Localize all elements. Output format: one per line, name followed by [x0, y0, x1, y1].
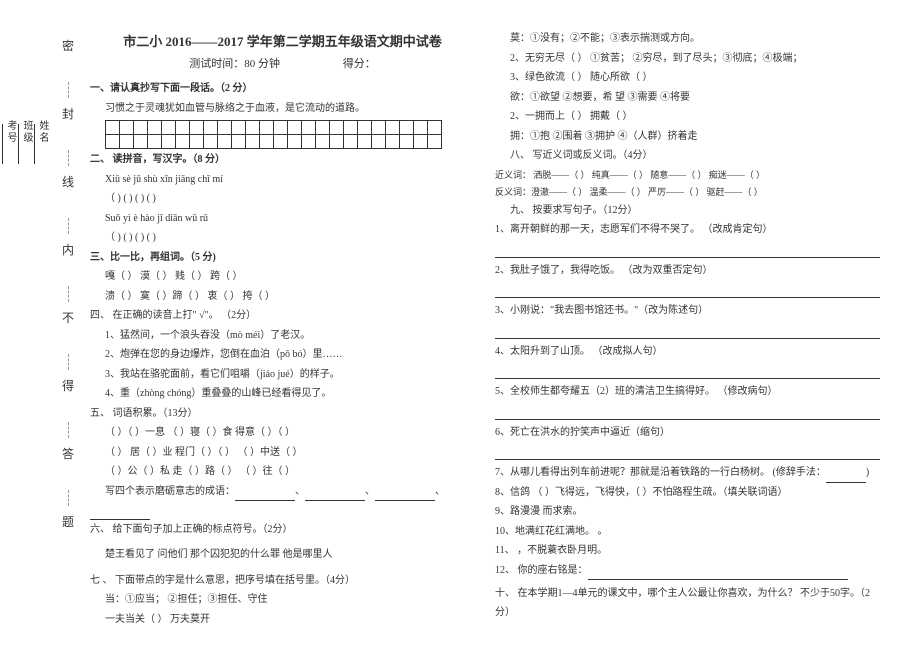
r-line: 拥：①抱 ②围着 ③拥护 ④（人群）挤着走 [495, 128, 880, 147]
field-exam-no: 考号 [3, 120, 18, 144]
r-extra: 10、地满红花红满地。 。 [495, 523, 880, 542]
r-line: 欲：①欲望 ②想要，希 望 ③需要 ④将要 [495, 89, 880, 108]
seal-dash [68, 82, 69, 98]
q9-row: 2、我肚子饿了，我得吃饭。 （改为双重否定句） [495, 262, 880, 281]
blank-line [375, 489, 435, 501]
q2-row: （ ) ( ) ( ) ( ) [90, 229, 475, 248]
q3-row: 嘎（ ） 漠（ ） 贱（ ） 跨（ ） [90, 268, 475, 287]
field-line [34, 124, 35, 164]
q8-head: 八、 写近义词或反义词。（4分） [495, 147, 880, 166]
left-column: 市二小 2016——2017 学年第二学期五年级语文期中试卷 测试时间：80 分… [90, 30, 475, 651]
q9-7-text: 7、从哪儿看得出列车前进呢？那就是沿着铁路的一行白杨树。 (修辞手法： [495, 467, 826, 478]
r-extra: 9、路漫漫 而求索。 [495, 503, 880, 522]
q9-head: 九、 按要求写句子。（12分） [495, 202, 880, 221]
answer-line [495, 244, 880, 258]
seal-char: 题 [62, 516, 74, 528]
q6-line: 楚王看见了 问他们 那个囚犯犯的什么罪 他是哪里人 [90, 546, 475, 565]
blank-line [588, 568, 848, 580]
seal-dash [68, 354, 69, 370]
seal-char: 封 [62, 108, 74, 120]
blank-line [826, 471, 866, 483]
q7-row: 当：①应当； ②担任；③担任、守住 [90, 591, 475, 610]
r-line: 2、一拥而上（ ） 拥戴（ ） [495, 108, 880, 127]
q3-head: 三、比一比，再组词。（5 分) [90, 249, 475, 268]
q5-row: 写四个表示磨砺意志的成语：、、、 [90, 483, 475, 520]
blank-line [305, 489, 365, 501]
q9-row: 7、从哪儿看得出列车前进呢？那就是沿着铁路的一行白杨树。 (修辞手法：) [495, 464, 880, 483]
q5-row: （ ）（ ）一息 （ ）寝（ ）食 得意（ ）（ ） [90, 424, 475, 443]
r-extra: 11、 ，不脱蓑衣卧月明。 [495, 542, 880, 561]
seal-char: 答 [62, 448, 74, 460]
seal-dash [68, 286, 69, 302]
q8-row: 反义词：澄澈——（ ） 温柔——（ ） 严厉——（ ） 驱赶——（ ） [495, 184, 880, 201]
score-label: 得分： [343, 58, 376, 70]
r12-text: 12、 你的座右铭是： [495, 565, 588, 576]
q5-idiom-label: 写四个表示磨砺意志的成语： [105, 486, 235, 497]
seal-char: 内 [62, 244, 74, 256]
seal-char: 得 [62, 380, 74, 392]
copy-grid [105, 120, 442, 149]
q4-head: 四、 在正确的读音上打" √"。 （2分） [90, 307, 475, 326]
field-class: 班级 [19, 120, 34, 144]
q1-head: 一、请认真抄写下面一段话。（2 分） [90, 80, 475, 99]
q5-head: 五、 词语积累。（13分） [90, 405, 475, 424]
blank-line [235, 489, 295, 501]
q2-row: Xiū sè jǔ shù xīn jiāng chī mí [90, 171, 475, 190]
content-area: 市二小 2016——2017 学年第二学期五年级语文期中试卷 测试时间：80 分… [90, 0, 900, 651]
r-extra: 12、 你的座右铭是： [495, 562, 880, 581]
r-line: 莫：①没有；②不能；③表示揣测或方向。 [495, 30, 880, 49]
r11-text: 11、 ，不脱蓑衣卧月明。 [495, 545, 607, 556]
field-line [2, 124, 3, 164]
q2-row: （ ) ( ) ( ) ( ) [90, 190, 475, 209]
q3-row: 溃（ ） 寞（ ）蹄（ ） 衷（ ） 挎（ ） [90, 288, 475, 307]
answer-line [495, 446, 880, 460]
q9-row: 6、死亡在洪水的狞笑声中逼近（缩句） [495, 424, 880, 443]
q6-head: 六、 给下面句子加上正确的标点符号。（2分） [90, 521, 475, 540]
q9-row: 1、离开朝鲜的那一天，志愿军们不得不哭了。 （改成肯定句） [495, 221, 880, 240]
seal-char: 线 [62, 176, 74, 188]
q4-row: 2、炮弹在您的身边爆炸，您倒在血泊（pō bó）里…… [90, 346, 475, 365]
q4-row: 1、猛然间，一个浪头吞没（mò méi）了老汉。 [90, 327, 475, 346]
r-extra: 8、信鸽 （ ）飞得远，飞得快，（ ）不怕路程生疏。（填关联词语） [495, 484, 880, 503]
seal-char: 不 [62, 312, 74, 324]
q9-row: 4、太阳升到了山顶。 （改成拟人句） [495, 343, 880, 362]
field-name: 姓名 [35, 120, 50, 144]
seal-dash [68, 218, 69, 234]
q5-row: （ ）公（ ）私 走（ ）路（ ） （ ）往（ ） [90, 463, 475, 482]
answer-line [495, 406, 880, 420]
answer-line [495, 284, 880, 298]
r9-text: 9、路漫漫 而求索。 [495, 506, 583, 517]
q2-head: 二、 读拼音，写汉字。（8 分） [90, 151, 475, 170]
seal-dash [68, 490, 69, 506]
q2-row: Suǒ yì è hào jǐ diān wū rǔ [90, 210, 475, 229]
r-line: 3、绿色欲流（ ） 随心所欲（ ） [495, 69, 880, 88]
exam-subtitle: 测试时间：80 分钟 得分： [90, 54, 475, 74]
blank-line [90, 508, 150, 520]
seal-char: 密 [62, 40, 74, 52]
r10-text: 10、地满红花红满地。 。 [495, 526, 608, 537]
exam-title: 市二小 2016——2017 学年第二学期五年级语文期中试卷 [90, 30, 475, 54]
q5-row: （ ） 居（ ）业 程门（ ）（ ） （ ）中送（ ） [90, 444, 475, 463]
r-line: 2、无穷无尽（ ） ①贫苦； ②穷尽，到了尽头；③彻底；④极端； [495, 50, 880, 69]
answer-line [495, 325, 880, 339]
q4-row: 4、重（zhòng chóng）重叠叠的山峰已经看得见了。 [90, 385, 475, 404]
right-column: 莫：①没有；②不能；③表示揣测或方向。 2、无穷无尽（ ） ①贫苦； ②穷尽，到… [495, 30, 880, 651]
seal-line-label: 密 封 线 内 不 得 答 题 [60, 40, 76, 548]
q1-text: 习惯之于灵魂犹如血管与脉络之于血液，是它流动的道路。 [90, 100, 475, 119]
q10-head: 十、 在本学期1—4单元的课文中，哪个主人公最让你喜欢，为什么？ 不少于50字。… [495, 585, 880, 622]
q7-head: 七 、 下面带点的字是什么意思，把序号填在括号里。（4分） [90, 572, 475, 591]
seal-dash [68, 150, 69, 166]
q4-row: 3、我站在骆驼面前，看它们咀嚼（jiáo jué）的样子。 [90, 366, 475, 385]
seal-dash [68, 422, 69, 438]
answer-line [495, 365, 880, 379]
q9-7-end: ) [866, 467, 869, 478]
q7-row: 一夫当关（ ） 万夫莫开 [90, 611, 475, 630]
binding-fields: 姓名 班级 考号 [36, 120, 50, 194]
q8-row: 近义词： 洒脱——（ ） 纯真——（ ） 随意——（ ） 痴迷——（ ） [495, 167, 880, 184]
q9-row: 3、小刚说："我去图书馆还书。"（改为陈述句） [495, 302, 880, 321]
q9-row: 5、全校师生都夸耀五（2）班的清洁卫生搞得好。 （修改病句） [495, 383, 880, 402]
field-line [18, 124, 19, 164]
test-time: 测试时间：80 分钟 [189, 58, 280, 70]
